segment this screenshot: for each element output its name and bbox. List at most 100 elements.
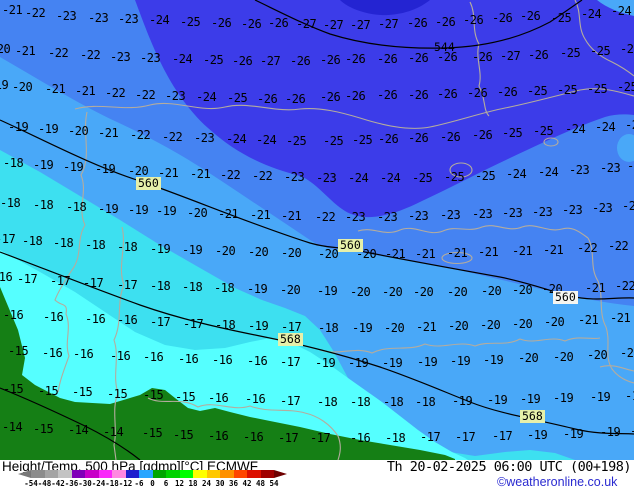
temp-value: -20 <box>512 317 533 331</box>
temp-value: -21 <box>2 3 23 17</box>
temp-value: -25 <box>286 134 307 148</box>
temp-value: -16 <box>42 346 63 360</box>
temp-value: -19 <box>487 393 508 407</box>
temp-value: -20 <box>553 350 574 364</box>
temp-value: -18 <box>317 395 338 409</box>
scale-tick-label: 0 <box>150 479 155 488</box>
temp-value: -21 <box>478 245 499 259</box>
contour-line-576 <box>0 387 141 460</box>
temp-value: -26 <box>345 89 366 103</box>
temp-value: -18 <box>214 281 235 295</box>
temp-value: -23 <box>345 210 366 224</box>
temp-value: -20 <box>281 246 302 260</box>
temp-value: -17 <box>17 272 38 286</box>
scale-segment <box>247 470 261 478</box>
temp-value: -19 <box>520 392 541 406</box>
temp-value: -18 <box>215 318 236 332</box>
temp-value: -26 <box>435 15 456 29</box>
temp-value: -25 <box>551 11 572 25</box>
contour-label-568: 568 <box>278 332 303 346</box>
coastline-north <box>74 88 634 129</box>
temp-value: -26 <box>320 53 341 67</box>
temp-value: -16 <box>245 392 266 406</box>
temp-value: -19 <box>8 120 29 134</box>
scale-tick-label: -42 <box>51 479 65 488</box>
temp-value: -17 <box>278 431 299 445</box>
contour-label-560: 560 <box>553 290 578 304</box>
temp-value: -15 <box>38 384 59 398</box>
temp-value: -23 <box>140 51 161 65</box>
scale-segment <box>179 470 193 478</box>
island-outline <box>441 251 473 265</box>
copyright-text: ©weatheronline.co.uk <box>497 475 618 489</box>
temp-value: -21 <box>578 313 599 327</box>
footer-bar: Height/Temp. 500 hPa [gdmp][°C] ECMWF Th… <box>0 459 634 490</box>
temp-value: -24 <box>256 133 277 147</box>
temp-value: -21 <box>447 246 468 260</box>
temp-value: -23 <box>377 210 398 224</box>
temp-value: -27 <box>296 17 317 31</box>
temp-value: -21 <box>543 243 564 257</box>
temp-value: -19 <box>590 390 611 404</box>
temp-value: -24 <box>506 167 527 181</box>
temp-value: -21 <box>281 209 302 223</box>
temp-value: -26 <box>407 16 428 30</box>
temp-value: -23 <box>408 209 429 223</box>
temp-value: -23 <box>600 161 621 175</box>
lake-outline <box>449 162 473 178</box>
temp-value: -25 <box>323 134 344 148</box>
temp-value: -20 <box>280 283 301 297</box>
temp-value: -23 <box>532 205 553 219</box>
band-cold-pocket <box>340 0 430 16</box>
temp-value: -26 <box>377 52 398 66</box>
country-border-west <box>54 111 88 393</box>
temp-value: -26 <box>528 48 549 62</box>
temp-value: -23 <box>88 11 109 25</box>
border-branch-east <box>599 365 634 372</box>
temp-value: -27 <box>350 18 371 32</box>
scale-tick-label: -6 <box>134 479 144 488</box>
temp-value: -23 <box>165 89 186 103</box>
contour-label-568: 568 <box>520 409 545 423</box>
temp-value: -22 <box>608 239 629 253</box>
temp-value: -26 <box>232 54 253 68</box>
temp-value: -20 <box>447 285 468 299</box>
temp-value: -17 <box>492 429 513 443</box>
temp-value: -22 <box>135 88 156 102</box>
temp-value: -17 <box>281 320 302 334</box>
temp-value: -20 <box>248 245 269 259</box>
temp-value: -16 <box>43 310 64 324</box>
temp-value: -24 <box>565 122 586 136</box>
temp-value: -26 <box>467 86 488 100</box>
temp-value: -27 <box>323 18 344 32</box>
temp-value: -26 <box>268 16 289 30</box>
scale-tick-labels: -54 -48 -42 -36 -30 -24 -18 -12 -6 0 6 12 18 24 30 36 42… <box>0 479 330 488</box>
temp-value: -14 <box>103 425 124 439</box>
contour-label-560: 560 <box>338 238 363 252</box>
scale-segment <box>98 470 112 478</box>
temp-value: -18 <box>415 395 436 409</box>
temp-value: -19 <box>182 243 203 257</box>
temp-value: -22 <box>25 6 46 20</box>
small-island-outline <box>543 137 559 147</box>
temp-value: -15 <box>142 426 163 440</box>
temp-value: -23 <box>622 199 634 213</box>
temp-value: -15 <box>33 422 54 436</box>
temp-value: -18 <box>318 321 339 335</box>
temp-value: -17 <box>150 315 171 329</box>
temp-value: -26 <box>290 54 311 68</box>
contour-line-544 <box>254 0 583 49</box>
temp-value: -26 <box>437 50 458 64</box>
temp-value: -16 <box>3 308 24 322</box>
temp-value: -20 <box>544 315 565 329</box>
temp-value: -17 <box>455 430 476 444</box>
temp-value: -18 <box>3 156 24 170</box>
temp-value: -26 <box>285 92 306 106</box>
temp-value: -19 <box>317 284 338 298</box>
temp-value: -19 <box>315 356 336 370</box>
temp-value: -15 <box>72 385 93 399</box>
temp-value: -19 <box>98 202 119 216</box>
temp-value: -20 <box>512 283 533 297</box>
scale-segment <box>166 470 180 478</box>
border-east-lateral <box>319 337 601 354</box>
